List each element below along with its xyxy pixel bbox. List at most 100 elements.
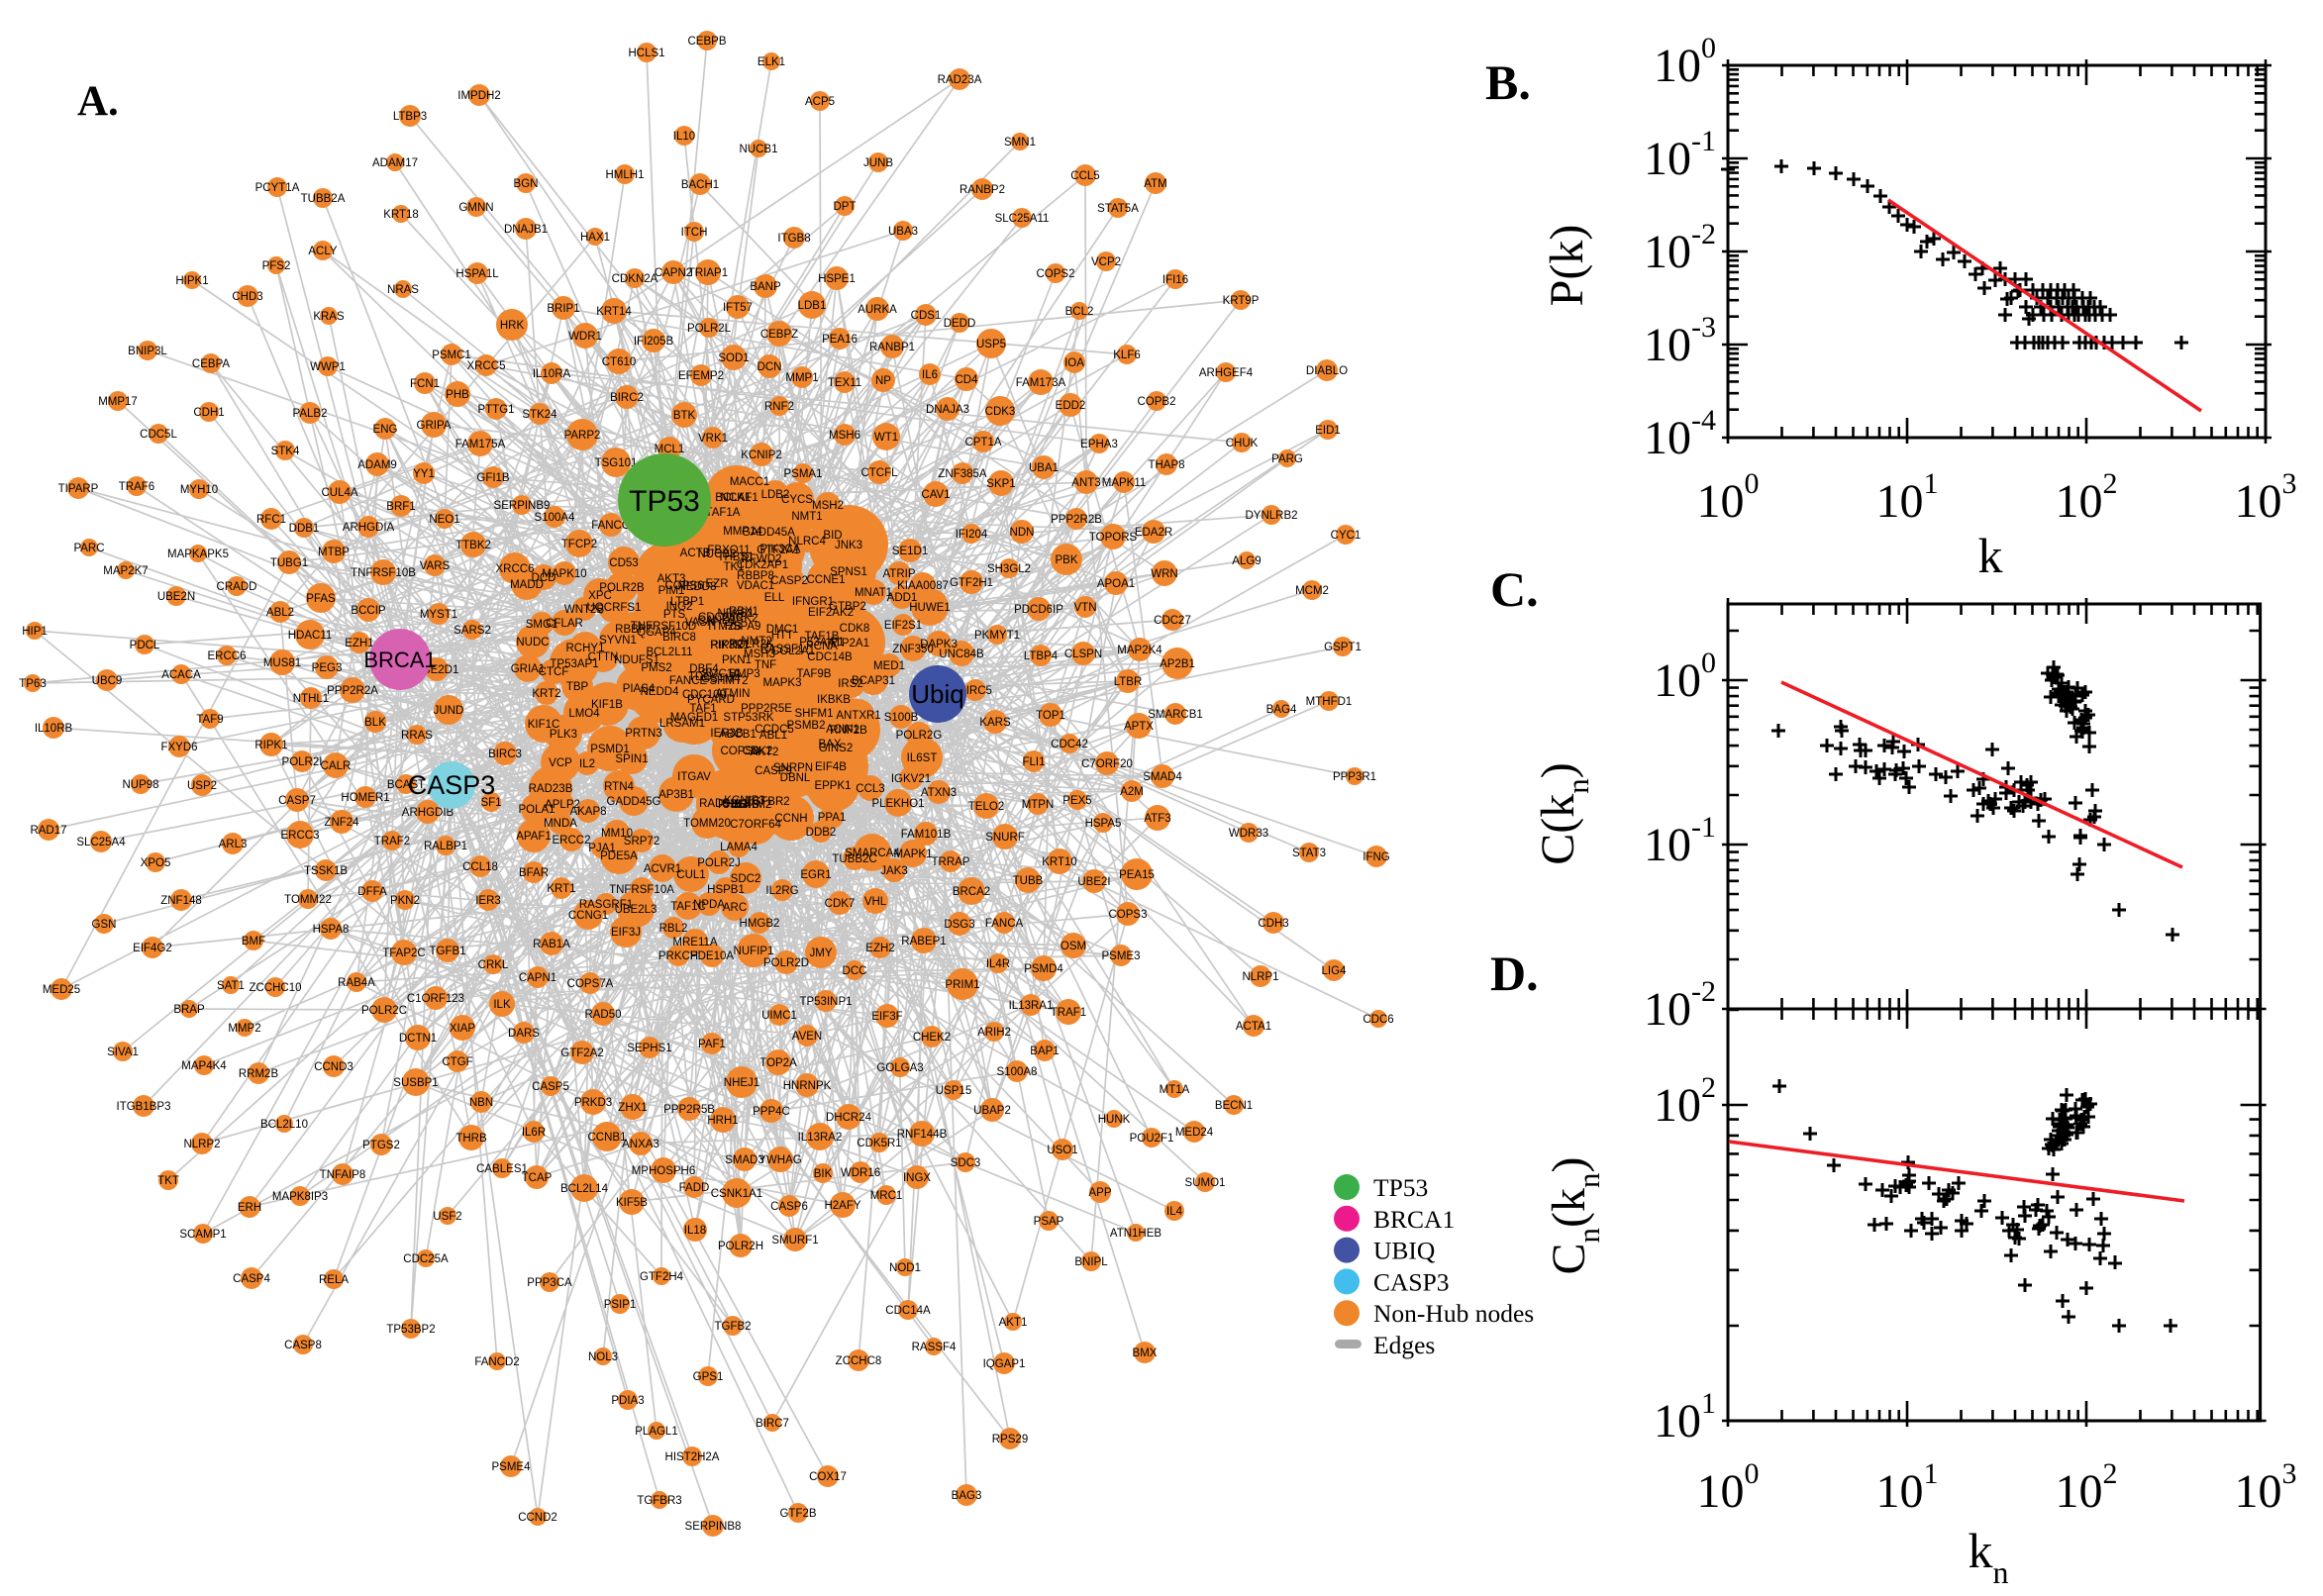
svg-text:RAD51L1: RAD51L1 [699,798,749,810]
svg-text:MADD: MADD [510,579,544,591]
svg-text:AURKA: AURKA [858,304,897,316]
svg-text:MAGED1: MAGED1 [670,712,719,724]
svg-text:RASSF1: RASSF1 [760,644,805,655]
svg-text:ATXN3: ATXN3 [921,787,957,799]
svg-text:SERPINB8: SERPINB8 [685,1521,742,1533]
svg-text:SMURF1: SMURF1 [771,1235,818,1247]
svg-text:SRP72: SRP72 [624,836,659,848]
svg-text:BACH1: BACH1 [681,179,719,191]
svg-text:HOMER1: HOMER1 [341,792,389,804]
svg-text:GTBP2: GTBP2 [829,601,866,613]
svg-text:HMLH1: HMLH1 [606,169,645,181]
svg-text:PRIM1: PRIM1 [945,979,979,991]
svg-text:HIP1: HIP1 [22,626,48,638]
svg-text:ITGB8: ITGB8 [777,233,810,245]
svg-text:MED24: MED24 [1175,1127,1214,1139]
svg-text:JAK3: JAK3 [880,865,908,877]
svg-text:CSNK1A1: CSNK1A1 [711,1188,762,1200]
svg-text:MNAT1: MNAT1 [855,587,892,599]
svg-text:MCM2: MCM2 [1295,585,1329,597]
svg-text:UBE4B: UBE4B [722,799,759,811]
svg-text:SLC25A11: SLC25A11 [995,213,1050,225]
svg-text:POLR2C: POLR2C [361,1005,407,1017]
svg-text:CCNB1: CCNB1 [588,1132,627,1144]
svg-text:HSPA1L: HSPA1L [455,268,499,280]
svg-text:POLR2H: POLR2H [718,1241,763,1252]
svg-text:CRKL: CRKL [478,959,509,971]
svg-text:PAF1: PAF1 [698,1039,726,1050]
svg-text:SDC2: SDC2 [731,873,761,885]
svg-text:TUBB2C: TUBB2C [832,853,876,865]
svg-text:CDKN2A: CDKN2A [612,273,658,285]
svg-text:HAX1: HAX1 [580,232,610,244]
svg-text:NCK1: NCK1 [721,492,752,504]
svg-text:RRAS: RRAS [401,730,433,742]
svg-text:SERPINB9: SERPINB9 [494,500,551,512]
svg-text:EZH2: EZH2 [865,943,894,954]
svg-text:CASP4: CASP4 [233,1273,270,1285]
svg-text:GOLGA3: GOLGA3 [876,1062,923,1074]
svg-text:BCLAF1: BCLAF1 [715,492,758,504]
svg-text:ZHX1: ZHX1 [618,1102,647,1114]
svg-text:APOA1: APOA1 [1097,578,1135,590]
svg-text:BANP: BANP [750,281,781,293]
svg-text:AKAP8: AKAP8 [569,806,606,818]
svg-text:TNFAIP8: TNFAIP8 [320,1169,366,1181]
svg-text:PSME4: PSME4 [492,1461,532,1473]
svg-text:BLK: BLK [364,717,386,729]
svg-text:LTBP4: LTBP4 [1024,650,1059,662]
svg-text:PKN2: PKN2 [390,895,420,907]
svg-text:CASP7: CASP7 [278,795,316,807]
svg-text:BNIP3L: BNIP3L [128,346,167,357]
svg-text:TGFBR3: TGFBR3 [637,1495,681,1507]
svg-text:IFI205B: IFI205B [634,336,674,348]
svg-text:PHB2: PHB2 [718,799,748,811]
svg-text:PKMYT1: PKMYT1 [974,630,1020,642]
svg-text:TFAP2C: TFAP2C [382,948,425,959]
svg-text:EID1: EID1 [1315,425,1341,437]
svg-text:IGKV21: IGKV21 [891,773,931,785]
svg-text:ABL1: ABL1 [759,730,787,742]
svg-text:PFS2: PFS2 [262,260,291,272]
svg-text:AP2B1: AP2B1 [1160,658,1195,670]
svg-text:ARHGDIB: ARHGDIB [402,807,454,819]
svg-text:MAP4K4: MAP4K4 [181,1060,227,1072]
svg-text:CDC14A: CDC14A [885,1305,931,1317]
svg-text:PARK2: PARK2 [722,613,758,625]
svg-text:HSPA8: HSPA8 [313,924,350,936]
svg-text:IER3B: IER3B [710,728,744,740]
svg-text:C7ORF20: C7ORF20 [1081,758,1133,770]
svg-text:MAPK3: MAPK3 [763,677,802,689]
svg-text:XIAP: XIAP [450,1023,476,1035]
svg-text:CDC27: CDC27 [1154,615,1191,627]
svg-text:CEBPB: CEBPB [688,36,727,48]
svg-text:RRM2B: RRM2B [239,1068,279,1080]
svg-text:COPB2: COPB2 [1138,396,1176,408]
svg-text:TCAP: TCAP [522,1172,553,1184]
svg-text:MT1A: MT1A [1160,1084,1190,1096]
svg-text:CDK2AP1: CDK2AP1 [737,559,788,571]
svg-text:TIPARP: TIPARP [58,483,99,495]
svg-text:POLR2G: POLR2G [896,730,943,742]
svg-text:DNAJA3: DNAJA3 [926,404,969,416]
svg-text:INGX: INGX [903,1172,931,1184]
svg-text:ARHGEF4: ARHGEF4 [1199,367,1254,379]
svg-text:HMGB2: HMGB2 [740,918,780,930]
svg-text:UBIQ: UBIQ [1373,1237,1435,1265]
svg-text:TBP: TBP [566,681,589,693]
svg-text:DIABLO: DIABLO [1306,365,1348,377]
svg-text:EGR1: EGR1 [800,869,831,881]
svg-text:BIRC2: BIRC2 [610,392,644,404]
svg-text:BRF1: BRF1 [386,501,415,513]
svg-text:PPP2R5E: PPP2R5E [741,703,792,715]
svg-text:IFI16: IFI16 [1162,274,1188,286]
svg-text:ARHGDIA: ARHGDIA [343,522,395,534]
svg-text:NRAS: NRAS [387,284,419,296]
svg-text:AKT2: AKT2 [751,747,779,758]
svg-text:IL2RG: IL2RG [765,885,798,897]
svg-text:BRAP: BRAP [173,1004,205,1016]
svg-text:PARG: PARG [1271,453,1303,465]
svg-text:ACVR1: ACVR1 [644,863,681,875]
svg-text:RTN4: RTN4 [604,781,634,793]
svg-text:RAB1A: RAB1A [533,939,570,950]
